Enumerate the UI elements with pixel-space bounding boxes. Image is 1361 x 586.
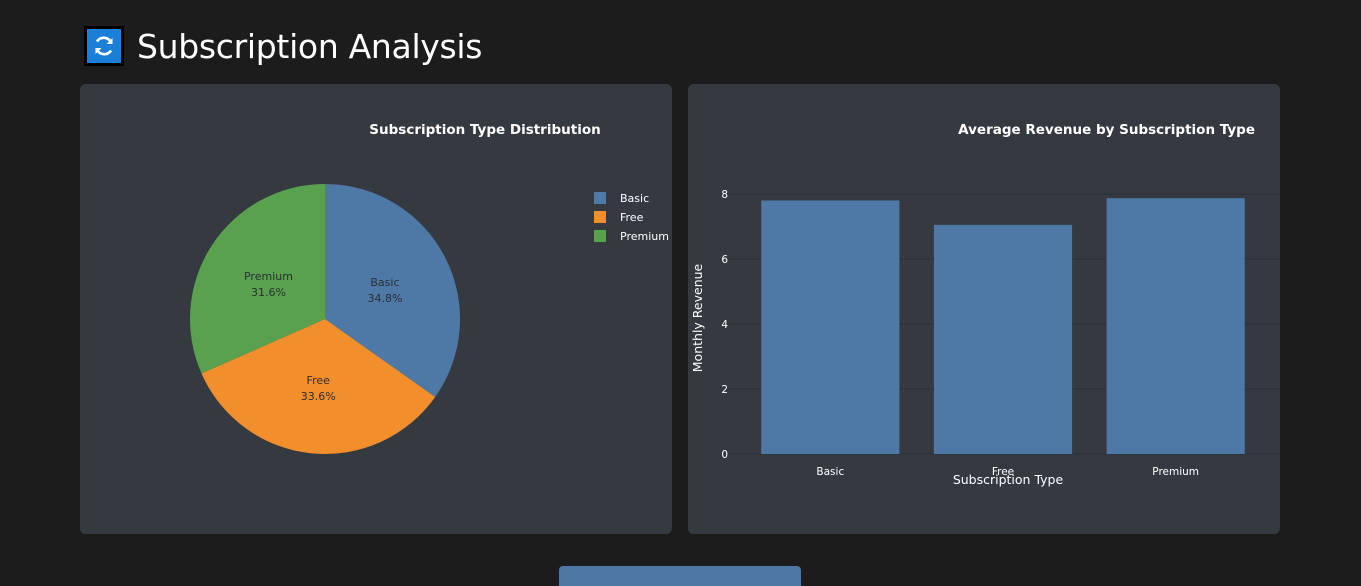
bar-basic[interactable] (761, 200, 900, 455)
y-axis-title: Monthly Revenue (690, 263, 705, 372)
bar-free[interactable] (933, 224, 1073, 454)
y-tick-label: 0 (721, 449, 728, 461)
page-header: Subscription Analysis (84, 25, 483, 67)
pie-chart: Subscription Type Distribution Basic 34.8… (190, 122, 669, 455)
legend-swatch-premium (594, 230, 606, 242)
pie-slice-basic[interactable] (325, 184, 460, 397)
bar-chart: Average Revenue by Subscription Type 0 2 4… (690, 122, 1280, 487)
bar-premium[interactable] (1106, 198, 1245, 454)
legend-swatch-free (594, 211, 606, 223)
y-tick-label: 2 (721, 384, 728, 396)
x-axis-title: Subscription Type (953, 472, 1064, 487)
pie-slice-premium[interactable] (190, 184, 325, 374)
x-tick-label-free: Free (992, 466, 1014, 478)
bar-chart-title: Average Revenue by Subscription Type (958, 122, 1255, 138)
pie-chart-title: Subscription Type Distribution (369, 122, 600, 138)
x-tick-label-basic: Basic (816, 466, 844, 478)
pie-label-premium: Premium (244, 270, 293, 283)
x-tick-label-premium: Premium (1152, 466, 1199, 478)
pie-label-free: Free (307, 374, 331, 387)
page-title: Subscription Analysis (137, 26, 483, 66)
legend-swatch-basic (594, 192, 606, 204)
y-tick-label: 8 (721, 189, 728, 201)
pie-percent-free: 33.6% (301, 390, 336, 403)
pie-percent-premium: 31.6% (251, 286, 286, 299)
refresh-icon[interactable] (84, 26, 124, 66)
y-tick-label: 4 (721, 319, 728, 331)
pie-percent-basic: 34.8% (367, 292, 402, 305)
bar-chart-card: Average Revenue by Subscription Type 0 2 4… (688, 84, 1280, 534)
legend-item-basic[interactable]: Basic (620, 192, 649, 205)
legend-item-free[interactable]: Free (620, 211, 644, 224)
legend-item-premium[interactable]: Premium (620, 230, 669, 243)
y-tick-label: 6 (721, 254, 728, 266)
pie-slice-free[interactable] (201, 319, 436, 455)
pie-label-basic: Basic (370, 276, 399, 289)
action-button[interactable] (559, 566, 801, 586)
pie-chart-card: Subscription Type Distribution Basic 34.8… (80, 84, 672, 534)
